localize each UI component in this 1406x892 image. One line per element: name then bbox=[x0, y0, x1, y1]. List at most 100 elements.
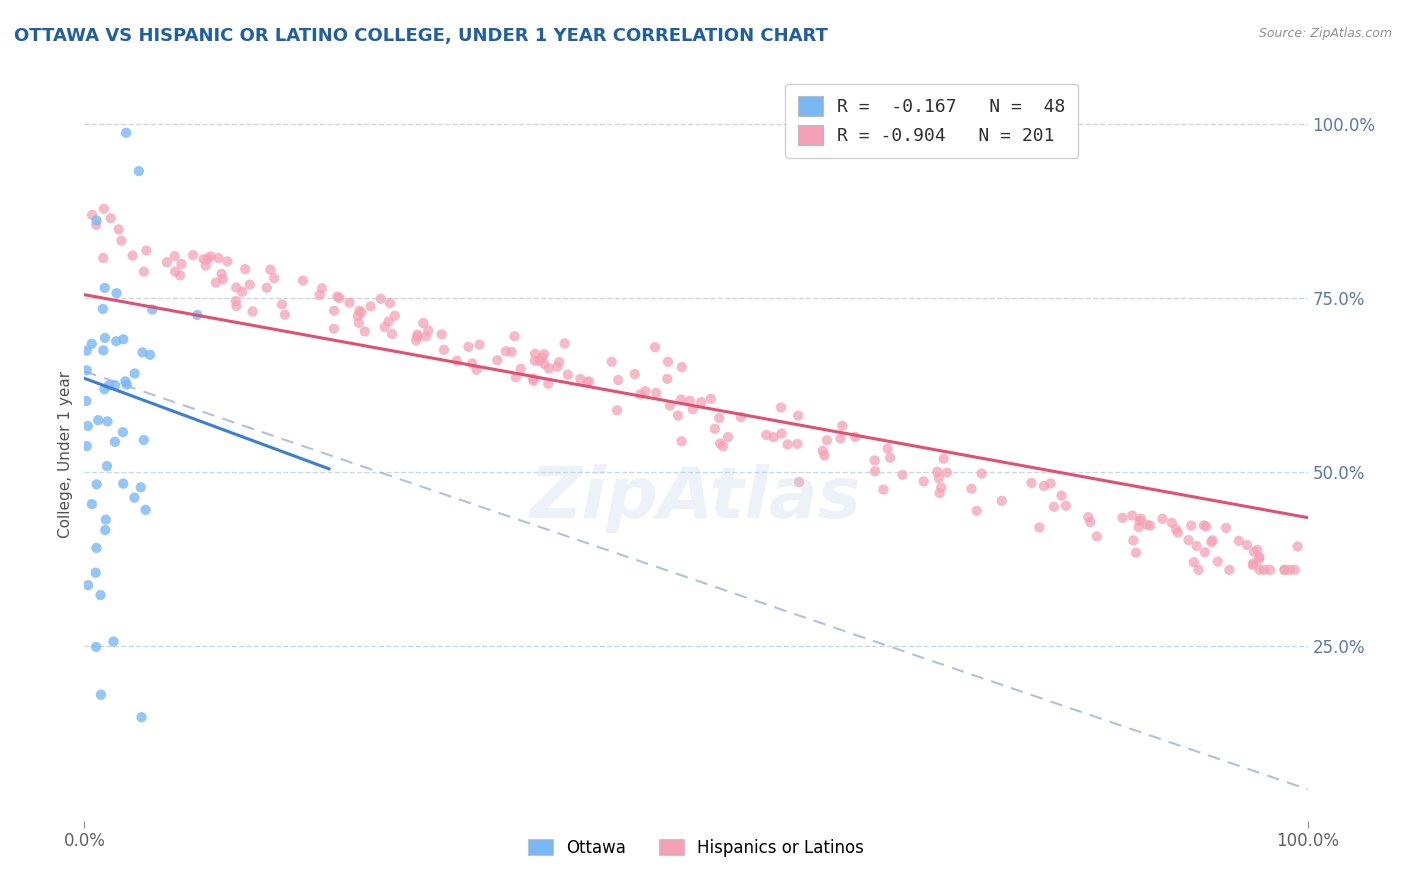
Point bbox=[928, 486, 950, 500]
Point bbox=[554, 336, 576, 351]
Point bbox=[730, 410, 752, 425]
Point bbox=[505, 370, 527, 384]
Point bbox=[225, 299, 247, 313]
Point bbox=[347, 309, 370, 323]
Point bbox=[787, 475, 810, 489]
Point bbox=[94, 331, 117, 345]
Point bbox=[205, 276, 228, 290]
Point bbox=[671, 434, 693, 449]
Point bbox=[242, 304, 264, 318]
Point bbox=[1129, 514, 1152, 528]
Point bbox=[1128, 520, 1150, 534]
Point bbox=[353, 325, 375, 339]
Point bbox=[259, 262, 281, 277]
Point bbox=[669, 392, 692, 407]
Point bbox=[671, 360, 693, 375]
Point bbox=[1032, 479, 1054, 493]
Point bbox=[1043, 500, 1066, 514]
Point bbox=[186, 308, 208, 322]
Point bbox=[135, 503, 157, 517]
Point bbox=[91, 251, 114, 265]
Point bbox=[717, 430, 740, 444]
Point bbox=[349, 303, 371, 318]
Point bbox=[93, 382, 115, 396]
Point bbox=[623, 367, 645, 381]
Point bbox=[533, 357, 555, 371]
Point bbox=[966, 504, 988, 518]
Point bbox=[156, 255, 179, 269]
Point bbox=[1284, 563, 1306, 577]
Text: OTTAWA VS HISPANIC OR LATINO COLLEGE, UNDER 1 YEAR CORRELATION CHART: OTTAWA VS HISPANIC OR LATINO COLLEGE, UN… bbox=[14, 27, 828, 45]
Point bbox=[347, 316, 370, 330]
Point bbox=[433, 343, 456, 357]
Point bbox=[86, 213, 108, 227]
Point bbox=[486, 353, 509, 368]
Point bbox=[770, 426, 793, 441]
Point bbox=[690, 395, 713, 409]
Point bbox=[406, 327, 429, 342]
Point bbox=[578, 375, 600, 389]
Point bbox=[461, 356, 484, 370]
Point bbox=[124, 367, 146, 381]
Point bbox=[93, 343, 115, 358]
Point bbox=[1164, 522, 1187, 536]
Point bbox=[94, 281, 117, 295]
Point bbox=[132, 265, 155, 279]
Point bbox=[84, 218, 107, 232]
Point bbox=[231, 285, 253, 299]
Point bbox=[139, 348, 162, 362]
Point bbox=[503, 329, 526, 343]
Point bbox=[84, 640, 107, 654]
Point bbox=[863, 453, 886, 467]
Point bbox=[100, 211, 122, 226]
Point bbox=[1121, 508, 1143, 523]
Point bbox=[657, 355, 679, 369]
Point bbox=[600, 355, 623, 369]
Point bbox=[89, 588, 111, 602]
Point bbox=[1258, 563, 1281, 577]
Point bbox=[990, 493, 1012, 508]
Point bbox=[495, 344, 517, 359]
Point bbox=[84, 566, 107, 580]
Point bbox=[1085, 529, 1108, 543]
Point bbox=[468, 337, 491, 351]
Point bbox=[569, 372, 592, 386]
Point bbox=[1241, 557, 1264, 571]
Point bbox=[384, 309, 406, 323]
Point bbox=[927, 465, 949, 479]
Point bbox=[929, 481, 952, 495]
Point bbox=[529, 354, 551, 368]
Point bbox=[97, 378, 120, 392]
Point bbox=[292, 274, 315, 288]
Point bbox=[131, 345, 153, 359]
Point bbox=[135, 244, 157, 258]
Point bbox=[87, 413, 110, 427]
Point bbox=[844, 430, 866, 444]
Point bbox=[1077, 510, 1099, 524]
Point bbox=[446, 353, 468, 368]
Point bbox=[509, 361, 531, 376]
Point bbox=[170, 257, 193, 271]
Point bbox=[194, 259, 217, 273]
Point bbox=[308, 288, 330, 302]
Point bbox=[86, 541, 108, 555]
Point bbox=[239, 277, 262, 292]
Point bbox=[634, 384, 657, 399]
Text: ZipAtlas: ZipAtlas bbox=[530, 465, 862, 533]
Point bbox=[132, 433, 155, 447]
Point bbox=[112, 476, 135, 491]
Point bbox=[776, 437, 799, 451]
Point bbox=[711, 439, 734, 453]
Point bbox=[815, 434, 838, 448]
Point bbox=[80, 336, 103, 351]
Point bbox=[128, 164, 150, 178]
Point bbox=[912, 475, 935, 489]
Point bbox=[537, 376, 560, 391]
Point bbox=[1160, 516, 1182, 530]
Point bbox=[1195, 519, 1218, 533]
Point bbox=[960, 482, 983, 496]
Point bbox=[96, 414, 118, 428]
Point bbox=[104, 378, 127, 392]
Point bbox=[197, 252, 219, 266]
Point bbox=[576, 376, 599, 390]
